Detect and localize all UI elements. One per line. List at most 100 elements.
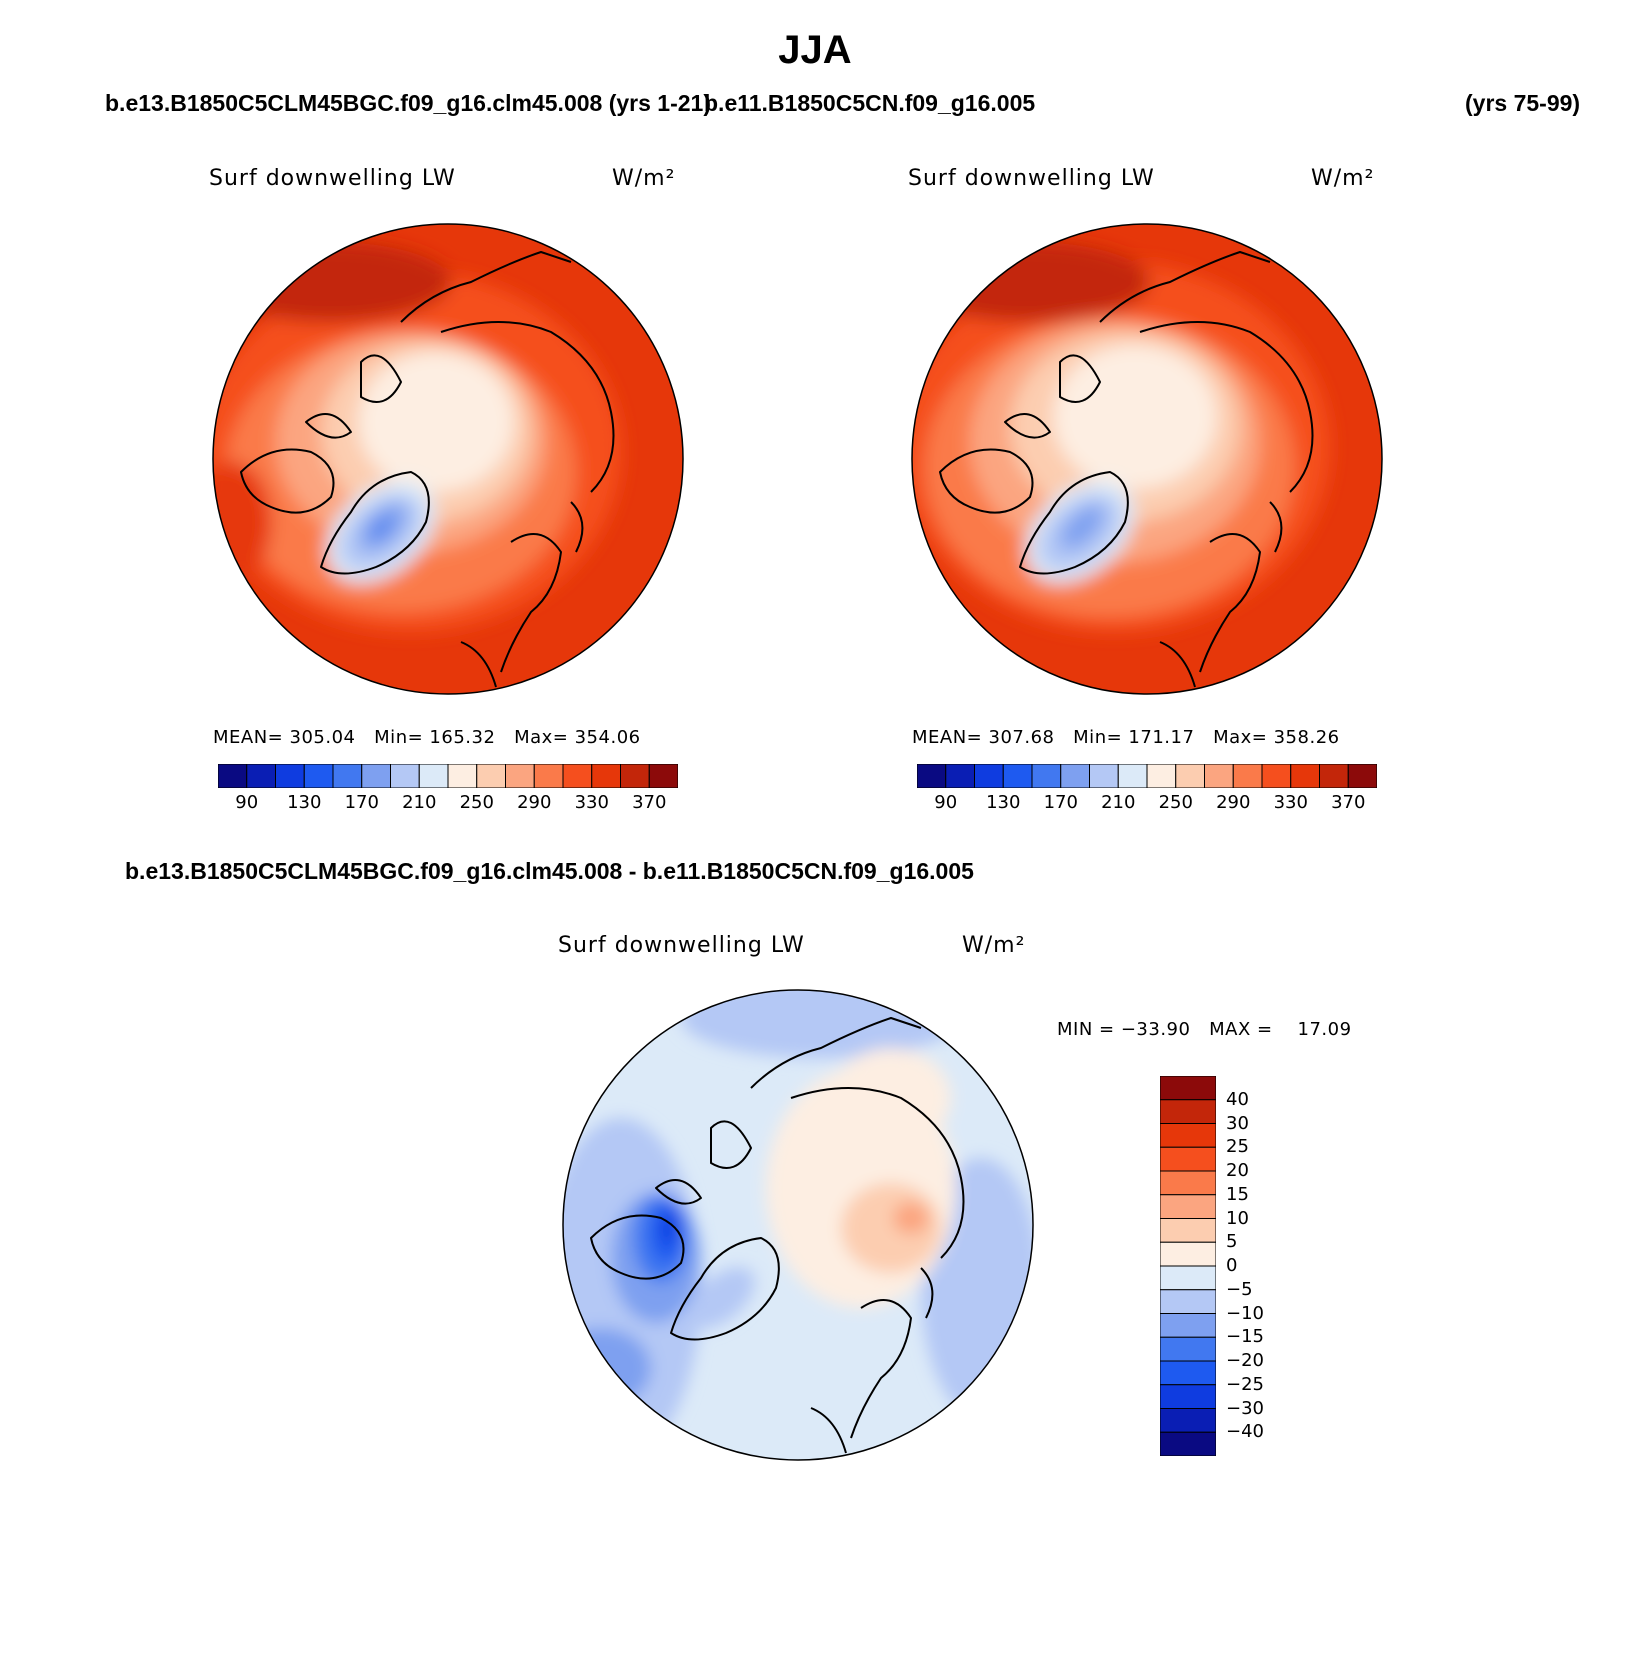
panel2-colorbar-swatch [1319,764,1349,788]
panel1-colorbar-ticks: 90 130 170 210 250 290 330 370 [190,792,690,816]
panel2-colorbar-tick-label: 210 [1101,792,1136,813]
panel1-variable-title: Surf downwelling LW [209,166,456,191]
panel2-colorbar-tick-label: 130 [986,792,1021,813]
panel3-colorbar-swatch [1160,1146,1216,1172]
panel2-max-label: Max= [1213,727,1268,748]
panel2-colorbar-swatch [917,764,947,788]
panel3-colorbar-tick-label: 0 [1226,1255,1238,1276]
panel1-colorbar-swatch [418,764,449,788]
panel2-units: W/m² [1311,166,1375,191]
panel2-mean-value: 307.68 [988,727,1055,748]
panel1-colorbar-swatch [648,764,678,788]
panel1-colorbar-swatch [591,764,621,788]
panel2-min-label: Min= [1073,727,1123,748]
panel1-colorbar-swatch [562,764,593,788]
panel2-colorbar-tick-label: 330 [1273,792,1308,813]
panel1-colorbar-swatch [533,764,564,788]
panel3-colorbar-swatch [1160,1123,1216,1148]
panel1-colorbar-tick-label: 90 [235,792,259,813]
panel2-mean-label: MEAN= [912,727,983,748]
panel3-colorbar-tick-label: −15 [1226,1326,1264,1348]
panel1-map-border [212,223,684,695]
panel1-colorbar-swatch [505,764,535,788]
panel3-colorbar-tick-label: 10 [1226,1207,1249,1229]
panel3-colorbar-tick-label: 40 [1226,1088,1249,1110]
panel2-colorbar-ticks: 90 130 170 210 250 290 330 370 [889,792,1389,816]
panel3-colorbar-swatch [1160,1360,1216,1386]
panel1-stats: MEAN= 305.04 Min= 165.32 Max= 354.06 [213,727,641,748]
panel2-colorbar-swatch [1175,764,1205,788]
diff-header: b.e13.B1850C5CLM45BGC.f09_g16.clm45.008 … [125,858,974,884]
panel1-colorbar-tick-label: 290 [517,792,552,813]
panel1-colorbar-tick-label: 330 [574,792,609,813]
panel3-max-value: 17.09 [1297,1019,1352,1040]
panel3-colorbar-tick-label: 25 [1226,1136,1249,1158]
panel2-map-border [911,223,1383,695]
panel2-variable-title: Surf downwelling LW [908,166,1155,191]
case1-header: b.e13.B1850C5CLM45BGC.f09_g16.clm45.008 … [105,90,711,116]
panel2-colorbar-swatch [945,764,975,788]
panel3-colorbar-swatch [1160,1099,1216,1124]
panel2-colorbar-swatch [1002,764,1033,788]
panel1-units: W/m² [612,166,676,191]
panel2-min-value: 171.17 [1128,727,1195,748]
panel1-polar-map [212,223,684,695]
panel1-field [213,224,683,694]
panel1-colorbar-tick-label: 170 [344,792,379,813]
panel2-colorbar-tick-label: 90 [934,792,958,813]
panel2-colorbar-swatch [974,764,1004,788]
panel3-colorbar-tick-label: 30 [1226,1112,1249,1134]
panel1-colorbar-swatch [390,764,420,788]
panel1-colorbar-swatch [275,764,305,788]
panel3-colorbar-swatch [1160,1170,1216,1196]
case2-years-header: (yrs 75-99) [1465,90,1581,116]
panel1-min-value: 165.32 [429,727,496,748]
panel3-colorbar-tick-label: −25 [1226,1373,1264,1395]
case2-header: b.e11.B1850C5CN.f09_g16.005 [704,90,1036,116]
panel2-colorbar-tick-label: 250 [1158,792,1193,813]
panel2-colorbar-tick-label: 170 [1043,792,1078,813]
panel2-colorbar-swatch [1060,764,1090,788]
panel3-colorbar-swatch [1160,1313,1216,1338]
panel1-max-label: Max= [514,727,569,748]
panel2-colorbar-swatch [1290,764,1320,788]
panel3-min-value: −33.90 [1120,1019,1191,1040]
panel2-colorbar-swatch [1204,764,1234,788]
panel1-colorbar-swatch [476,764,506,788]
panel3-colorbar-tick-label: 20 [1226,1160,1249,1181]
panel1-mean-value: 305.04 [289,727,356,748]
panel2-colorbar-swatch [1232,764,1263,788]
panel3-colorbar-tick-label: −20 [1226,1350,1264,1371]
panel1-colorbar-swatch [218,764,248,788]
panel3-min-label: MIN = [1057,1019,1115,1040]
panel1-colorbar-tick-label: 130 [287,792,322,813]
panel3-colorbar-swatch [1160,1194,1216,1219]
panel1-max-value: 354.06 [574,727,641,748]
panel2-colorbar [917,764,1377,788]
panel1-colorbar-tick-label: 370 [632,792,667,813]
panel2-stats: MEAN= 307.68 Min= 171.17 Max= 358.26 [912,727,1340,748]
panel3-coastlines [590,1017,965,1454]
panel1-mean-label: MEAN= [213,727,284,748]
panel2-colorbar-tick-label: 290 [1216,792,1251,813]
panel3-polar-map [562,989,1034,1461]
panel3-colorbar-swatch [1160,1265,1216,1291]
panel1-colorbar-tick-label: 250 [459,792,494,813]
panel1-colorbar-swatch [303,764,334,788]
panel2-colorbar-swatch [1347,764,1377,788]
panel2-colorbar-swatch [1261,764,1292,788]
panel3-colorbar [1160,1076,1216,1456]
panel2-field [912,224,1382,694]
panel1-colorbar-swatch [246,764,276,788]
panel2-colorbar-swatch [1089,764,1119,788]
panel3-colorbar-swatch [1160,1408,1216,1433]
panel1-coastlines [240,251,615,688]
panel1-colorbar-swatch [620,764,650,788]
panel1-colorbar-swatch [447,764,478,788]
panel3-colorbar-tick-label: −10 [1226,1302,1264,1324]
main-title: JJA [778,28,852,72]
panel1-min-label: Min= [374,727,424,748]
panel3-variable-title: Surf downwelling LW [558,933,805,958]
panel2-coastlines [939,251,1314,688]
panel3-map-border [562,989,1034,1461]
